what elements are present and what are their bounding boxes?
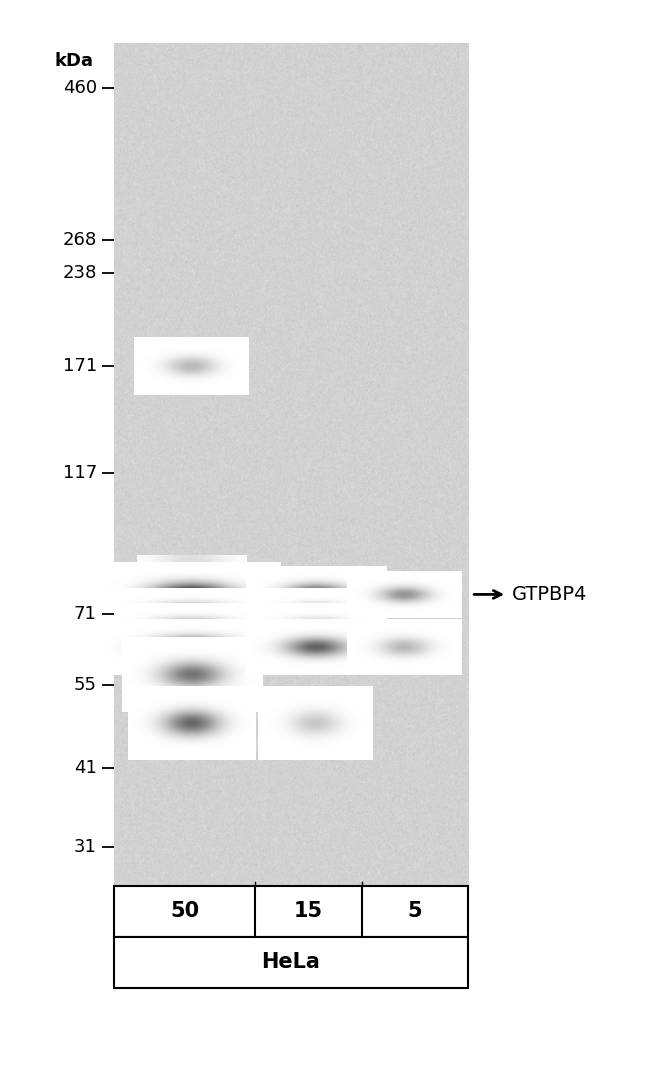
Text: 268: 268 — [62, 230, 97, 249]
Text: 31: 31 — [74, 838, 97, 856]
Text: 460: 460 — [62, 79, 97, 97]
Text: 55: 55 — [74, 676, 97, 695]
Text: 41: 41 — [74, 759, 97, 777]
Bar — [114, 43, 468, 886]
Text: 171: 171 — [62, 357, 97, 376]
Text: kDa: kDa — [55, 52, 94, 70]
Bar — [114, 937, 468, 988]
Text: 238: 238 — [62, 265, 97, 282]
Text: 50: 50 — [170, 902, 199, 921]
Text: HeLa: HeLa — [261, 953, 320, 972]
Bar — [114, 886, 468, 937]
Text: 15: 15 — [294, 902, 323, 921]
Text: GTPBP4: GTPBP4 — [512, 585, 588, 604]
Text: 117: 117 — [62, 464, 97, 482]
Text: 5: 5 — [408, 902, 422, 921]
Text: 71: 71 — [74, 605, 97, 622]
